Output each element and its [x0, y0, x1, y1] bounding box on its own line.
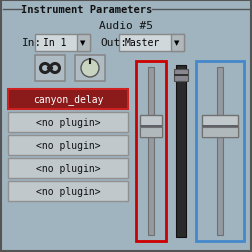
Bar [8, 90, 128, 110]
Bar [136, 62, 166, 241]
Bar [140, 115, 162, 137]
Text: ▼: ▼ [80, 40, 86, 46]
Bar [8, 136, 128, 155]
Bar [140, 125, 162, 128]
Text: <no plugin>: <no plugin> [36, 140, 100, 150]
Text: In:: In: [22, 38, 42, 48]
Text: In 1: In 1 [43, 38, 67, 48]
Text: <no plugin>: <no plugin> [36, 163, 100, 173]
Bar [77, 35, 90, 52]
Bar [148, 68, 154, 235]
Bar [172, 62, 190, 241]
Bar [176, 66, 186, 237]
Text: ▼: ▼ [174, 40, 180, 46]
Bar [174, 75, 188, 77]
Text: Master: Master [124, 38, 160, 48]
Bar [202, 128, 238, 137]
Bar [202, 115, 238, 137]
Bar [35, 56, 65, 82]
Bar [171, 35, 184, 52]
Bar [75, 56, 105, 82]
Text: Audio #5: Audio #5 [99, 21, 153, 31]
Bar [202, 125, 238, 128]
Bar [8, 181, 128, 201]
Bar [35, 35, 90, 52]
Text: <no plugin>: <no plugin> [36, 186, 100, 196]
Text: Out:: Out: [100, 38, 127, 48]
Bar [174, 70, 188, 82]
Bar [8, 158, 128, 178]
Text: canyon_delay: canyon_delay [33, 94, 103, 105]
Bar [196, 62, 244, 241]
Bar [48, 66, 52, 72]
Bar [217, 68, 223, 235]
Bar [8, 113, 128, 133]
Text: <no plugin>: <no plugin> [36, 117, 100, 128]
Bar [140, 128, 162, 137]
Text: Instrument Parameters: Instrument Parameters [21, 5, 153, 15]
Bar [119, 35, 184, 52]
Circle shape [81, 60, 99, 78]
